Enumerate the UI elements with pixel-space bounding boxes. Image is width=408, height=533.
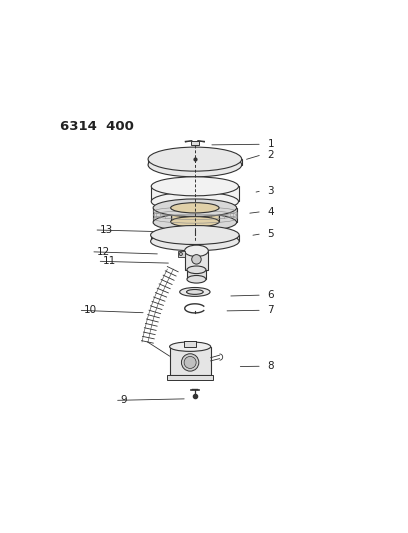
Text: 12: 12 xyxy=(97,247,110,257)
Ellipse shape xyxy=(151,177,239,196)
Text: 10: 10 xyxy=(84,305,98,316)
Polygon shape xyxy=(177,252,184,256)
Text: 1: 1 xyxy=(268,139,274,149)
Ellipse shape xyxy=(182,354,199,371)
Ellipse shape xyxy=(148,153,242,177)
Polygon shape xyxy=(153,208,237,222)
Ellipse shape xyxy=(153,214,237,231)
Ellipse shape xyxy=(192,255,201,264)
Text: 2: 2 xyxy=(268,150,274,160)
Ellipse shape xyxy=(173,230,217,240)
Ellipse shape xyxy=(151,232,239,251)
FancyBboxPatch shape xyxy=(184,251,208,270)
Polygon shape xyxy=(171,208,219,222)
Polygon shape xyxy=(191,141,199,145)
Polygon shape xyxy=(148,159,242,165)
Text: 6: 6 xyxy=(268,290,274,300)
Text: 6314  400: 6314 400 xyxy=(60,120,134,133)
Ellipse shape xyxy=(187,276,206,283)
Ellipse shape xyxy=(151,192,239,211)
FancyBboxPatch shape xyxy=(167,375,213,379)
FancyBboxPatch shape xyxy=(184,341,196,346)
Text: 11: 11 xyxy=(103,256,116,266)
Ellipse shape xyxy=(153,199,237,217)
Ellipse shape xyxy=(180,287,210,296)
Ellipse shape xyxy=(171,216,219,227)
Ellipse shape xyxy=(151,225,239,245)
Ellipse shape xyxy=(148,147,242,171)
Ellipse shape xyxy=(184,245,208,256)
Ellipse shape xyxy=(187,266,206,273)
Polygon shape xyxy=(187,270,206,279)
FancyBboxPatch shape xyxy=(170,346,211,375)
Ellipse shape xyxy=(170,342,211,351)
Ellipse shape xyxy=(171,203,219,213)
Text: 13: 13 xyxy=(100,225,113,235)
Text: 5: 5 xyxy=(268,229,274,239)
Ellipse shape xyxy=(184,357,196,368)
Polygon shape xyxy=(151,187,239,201)
Ellipse shape xyxy=(179,253,182,255)
Text: 9: 9 xyxy=(121,395,127,406)
Text: 8: 8 xyxy=(268,361,274,372)
Text: 4: 4 xyxy=(268,207,274,216)
Ellipse shape xyxy=(186,289,203,294)
Polygon shape xyxy=(151,235,239,241)
Text: 3: 3 xyxy=(268,185,274,196)
Text: 7: 7 xyxy=(268,305,274,316)
Ellipse shape xyxy=(164,180,226,193)
